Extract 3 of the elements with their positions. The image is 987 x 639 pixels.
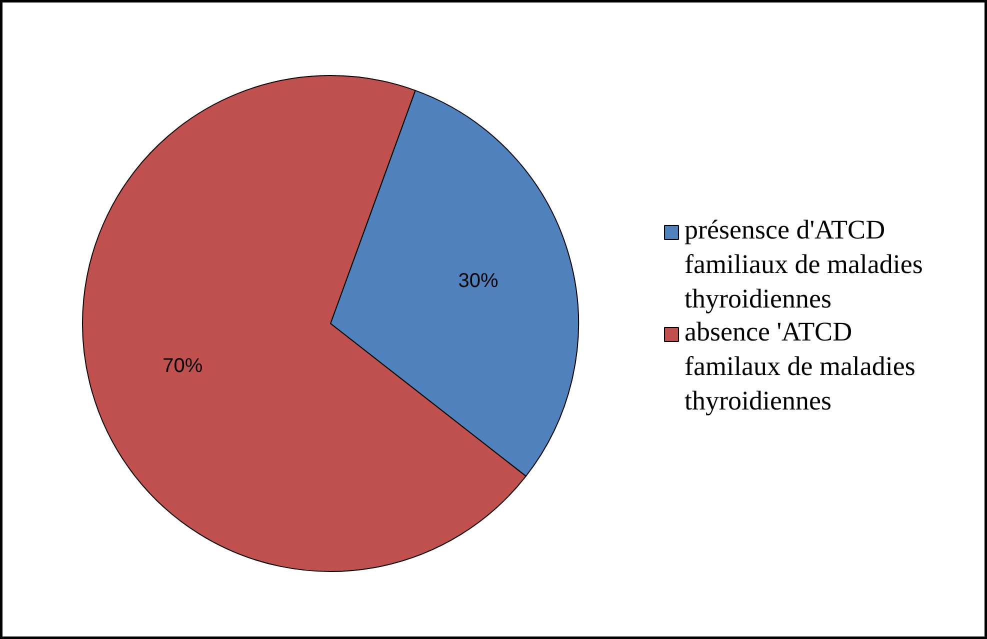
data-label: 70% xyxy=(162,354,203,377)
data-label: 30% xyxy=(458,270,499,292)
legend-label: absence 'ATCD familaux de maladies thyroidiennes xyxy=(684,316,916,416)
